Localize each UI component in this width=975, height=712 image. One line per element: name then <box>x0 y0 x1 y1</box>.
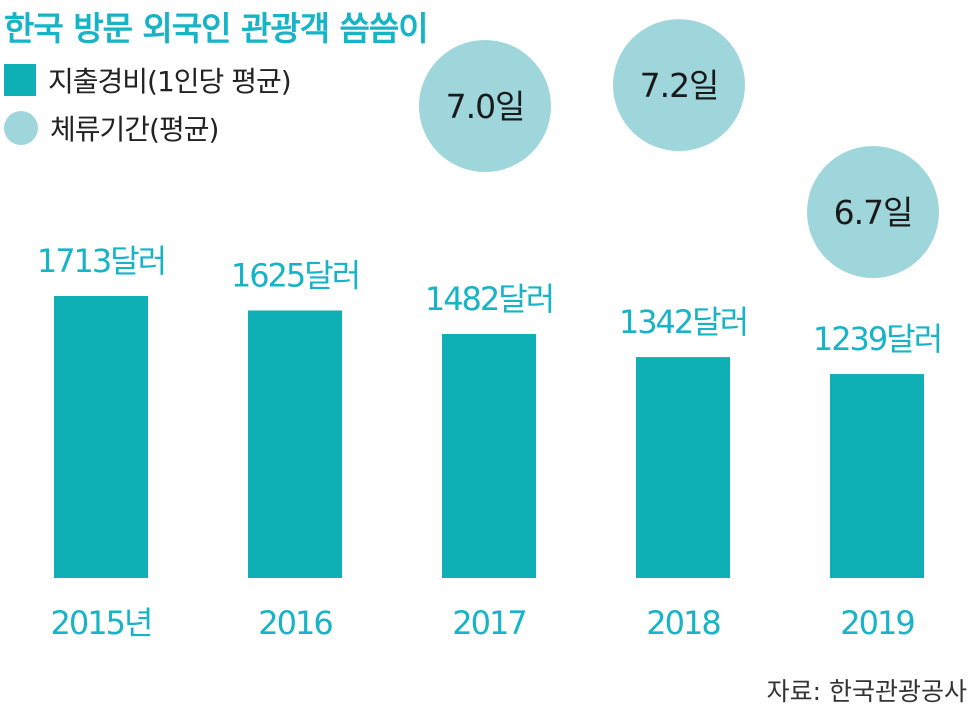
legend-label-spending: 지출경비(1인당 평균) <box>48 65 292 98</box>
stay-bubble-label: 6.7일 <box>834 193 913 232</box>
x-tick-label: 2019 <box>840 604 914 642</box>
legend-item-stay: 체류기간(평균) <box>4 108 219 148</box>
legend-swatch-circle <box>4 111 38 145</box>
bar-value-label: 1713달러 <box>37 242 165 280</box>
bar <box>442 334 536 578</box>
stay-bubble-label: 7.0일 <box>446 87 525 126</box>
x-tick-label: 2016 <box>258 604 332 642</box>
x-tick-label: 2015년 <box>51 604 152 642</box>
bar <box>830 374 924 578</box>
bar <box>248 310 342 578</box>
x-tick-label: 2017 <box>452 604 525 642</box>
stay-bubble <box>613 19 745 152</box>
bar-value-label: 1239달러 <box>813 320 941 358</box>
bar-value-label: 1482달러 <box>425 280 553 318</box>
legend-item-spending: 지출경비(1인당 평균) <box>4 60 292 100</box>
bar <box>636 357 730 578</box>
stay-bubble-label: 7.2일 <box>640 66 719 105</box>
source-note: 자료: 한국관광공사 <box>766 677 967 706</box>
legend-swatch-square <box>4 64 36 96</box>
stay-bubble <box>419 40 551 173</box>
bar <box>54 296 148 578</box>
x-tick-label: 2018 <box>646 604 720 642</box>
chart-title: 한국 방문 외국인 관광객 씀씀이 <box>4 9 429 48</box>
legend-label-stay: 체류기간(평균) <box>50 113 219 146</box>
bar-value-label: 1342달러 <box>619 303 747 341</box>
bar-value-label: 1625달러 <box>231 256 359 294</box>
stay-bubble <box>807 146 939 279</box>
